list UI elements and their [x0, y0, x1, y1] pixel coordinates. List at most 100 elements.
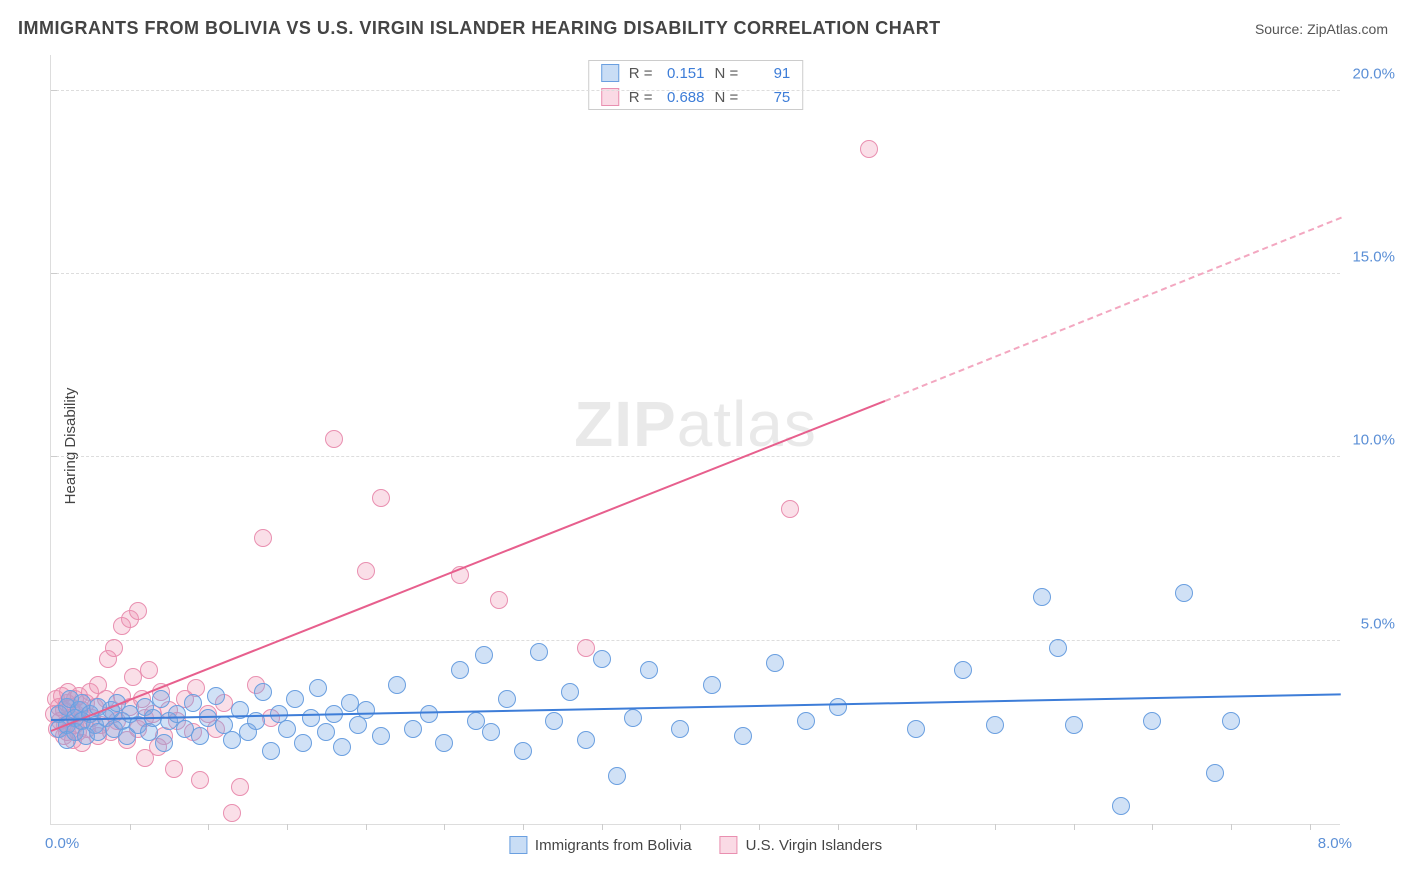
- data-point-series1: [954, 661, 972, 679]
- data-point-series2: [490, 591, 508, 609]
- x-tick: [1074, 824, 1075, 830]
- data-point-series1: [357, 701, 375, 719]
- data-point-series1: [388, 676, 406, 694]
- data-point-series1: [1065, 716, 1083, 734]
- gridline-h: [51, 90, 1340, 91]
- stats-row-series2: R = 0.688 N = 75: [589, 85, 803, 109]
- data-point-series1: [671, 720, 689, 738]
- n-value: 75: [748, 89, 790, 106]
- data-point-series1: [262, 742, 280, 760]
- data-point-series1: [907, 720, 925, 738]
- gridline-h: [51, 640, 1340, 641]
- x-tick: [1152, 824, 1153, 830]
- swatch-blue: [601, 64, 619, 82]
- x-tick: [287, 824, 288, 830]
- data-point-series1: [302, 709, 320, 727]
- data-point-series1: [734, 727, 752, 745]
- watermark: ZIPatlas: [574, 387, 817, 461]
- data-point-series1: [1206, 764, 1224, 782]
- x-tick: [1310, 824, 1311, 830]
- data-point-series1: [498, 690, 516, 708]
- data-point-series1: [420, 705, 438, 723]
- data-point-series1: [372, 727, 390, 745]
- r-value: 0.151: [663, 65, 705, 82]
- x-tick: [680, 824, 681, 830]
- scatter-plot-area: ZIPatlas R = 0.151 N = 91 R = 0.688 N = …: [50, 55, 1340, 825]
- legend-item-series2: U.S. Virgin Islanders: [720, 836, 882, 854]
- data-point-series1: [797, 712, 815, 730]
- data-point-series2: [577, 639, 595, 657]
- x-tick: [366, 824, 367, 830]
- data-point-series2: [223, 804, 241, 822]
- data-point-series1: [1143, 712, 1161, 730]
- x-tick: [444, 824, 445, 830]
- regression-line-series2: [51, 400, 886, 732]
- data-point-series1: [294, 734, 312, 752]
- data-point-series1: [435, 734, 453, 752]
- data-point-series1: [640, 661, 658, 679]
- data-point-series2: [165, 760, 183, 778]
- data-point-series1: [766, 654, 784, 672]
- y-tick: [51, 456, 57, 457]
- data-point-series1: [152, 690, 170, 708]
- watermark-bold: ZIP: [574, 388, 677, 460]
- x-tick: [916, 824, 917, 830]
- x-tick: [759, 824, 760, 830]
- data-point-series1: [593, 650, 611, 668]
- data-point-series1: [207, 687, 225, 705]
- data-point-series1: [467, 712, 485, 730]
- n-label: N =: [715, 89, 739, 106]
- x-tick: [838, 824, 839, 830]
- y-tick-label: 20.0%: [1352, 65, 1395, 82]
- data-point-series1: [829, 698, 847, 716]
- legend: Immigrants from Bolivia U.S. Virgin Isla…: [509, 836, 882, 854]
- data-point-series2: [860, 140, 878, 158]
- chart-header: IMMIGRANTS FROM BOLIVIA VS U.S. VIRGIN I…: [18, 18, 1388, 39]
- legend-label: U.S. Virgin Islanders: [746, 837, 882, 854]
- data-point-series1: [1175, 584, 1193, 602]
- data-point-series1: [561, 683, 579, 701]
- x-tick: [130, 824, 131, 830]
- regression-line-series2-extrapolated: [884, 217, 1341, 402]
- data-point-series1: [986, 716, 1004, 734]
- data-point-series1: [309, 679, 327, 697]
- stats-row-series1: R = 0.151 N = 91: [589, 61, 803, 85]
- source-attribution: Source: ZipAtlas.com: [1255, 21, 1388, 37]
- swatch-blue: [509, 836, 527, 854]
- data-point-series1: [1049, 639, 1067, 657]
- legend-label: Immigrants from Bolivia: [535, 837, 692, 854]
- y-tick: [51, 640, 57, 641]
- data-point-series1: [608, 767, 626, 785]
- watermark-light: atlas: [677, 388, 817, 460]
- y-tick-label: 5.0%: [1361, 615, 1395, 632]
- x-axis-end-label: 8.0%: [1318, 835, 1352, 852]
- data-point-series1: [545, 712, 563, 730]
- y-tick-label: 10.0%: [1352, 432, 1395, 449]
- data-point-series2: [140, 661, 158, 679]
- x-tick: [208, 824, 209, 830]
- r-label: R =: [629, 89, 653, 106]
- data-point-series2: [781, 500, 799, 518]
- data-point-series1: [703, 676, 721, 694]
- data-point-series1: [184, 694, 202, 712]
- data-point-series1: [1033, 588, 1051, 606]
- n-label: N =: [715, 65, 739, 82]
- gridline-h: [51, 456, 1340, 457]
- data-point-series1: [475, 646, 493, 664]
- data-point-series2: [191, 771, 209, 789]
- x-tick: [1231, 824, 1232, 830]
- data-point-series1: [155, 734, 173, 752]
- data-point-series1: [278, 720, 296, 738]
- data-point-series2: [372, 489, 390, 507]
- y-tick-label: 15.0%: [1352, 249, 1395, 266]
- data-point-series2: [231, 778, 249, 796]
- data-point-series1: [482, 723, 500, 741]
- data-point-series2: [254, 529, 272, 547]
- data-point-series1: [451, 661, 469, 679]
- data-point-series2: [105, 639, 123, 657]
- data-point-series1: [577, 731, 595, 749]
- r-value: 0.688: [663, 89, 705, 106]
- source-prefix: Source:: [1255, 21, 1307, 37]
- data-point-series1: [1222, 712, 1240, 730]
- swatch-pink: [601, 88, 619, 106]
